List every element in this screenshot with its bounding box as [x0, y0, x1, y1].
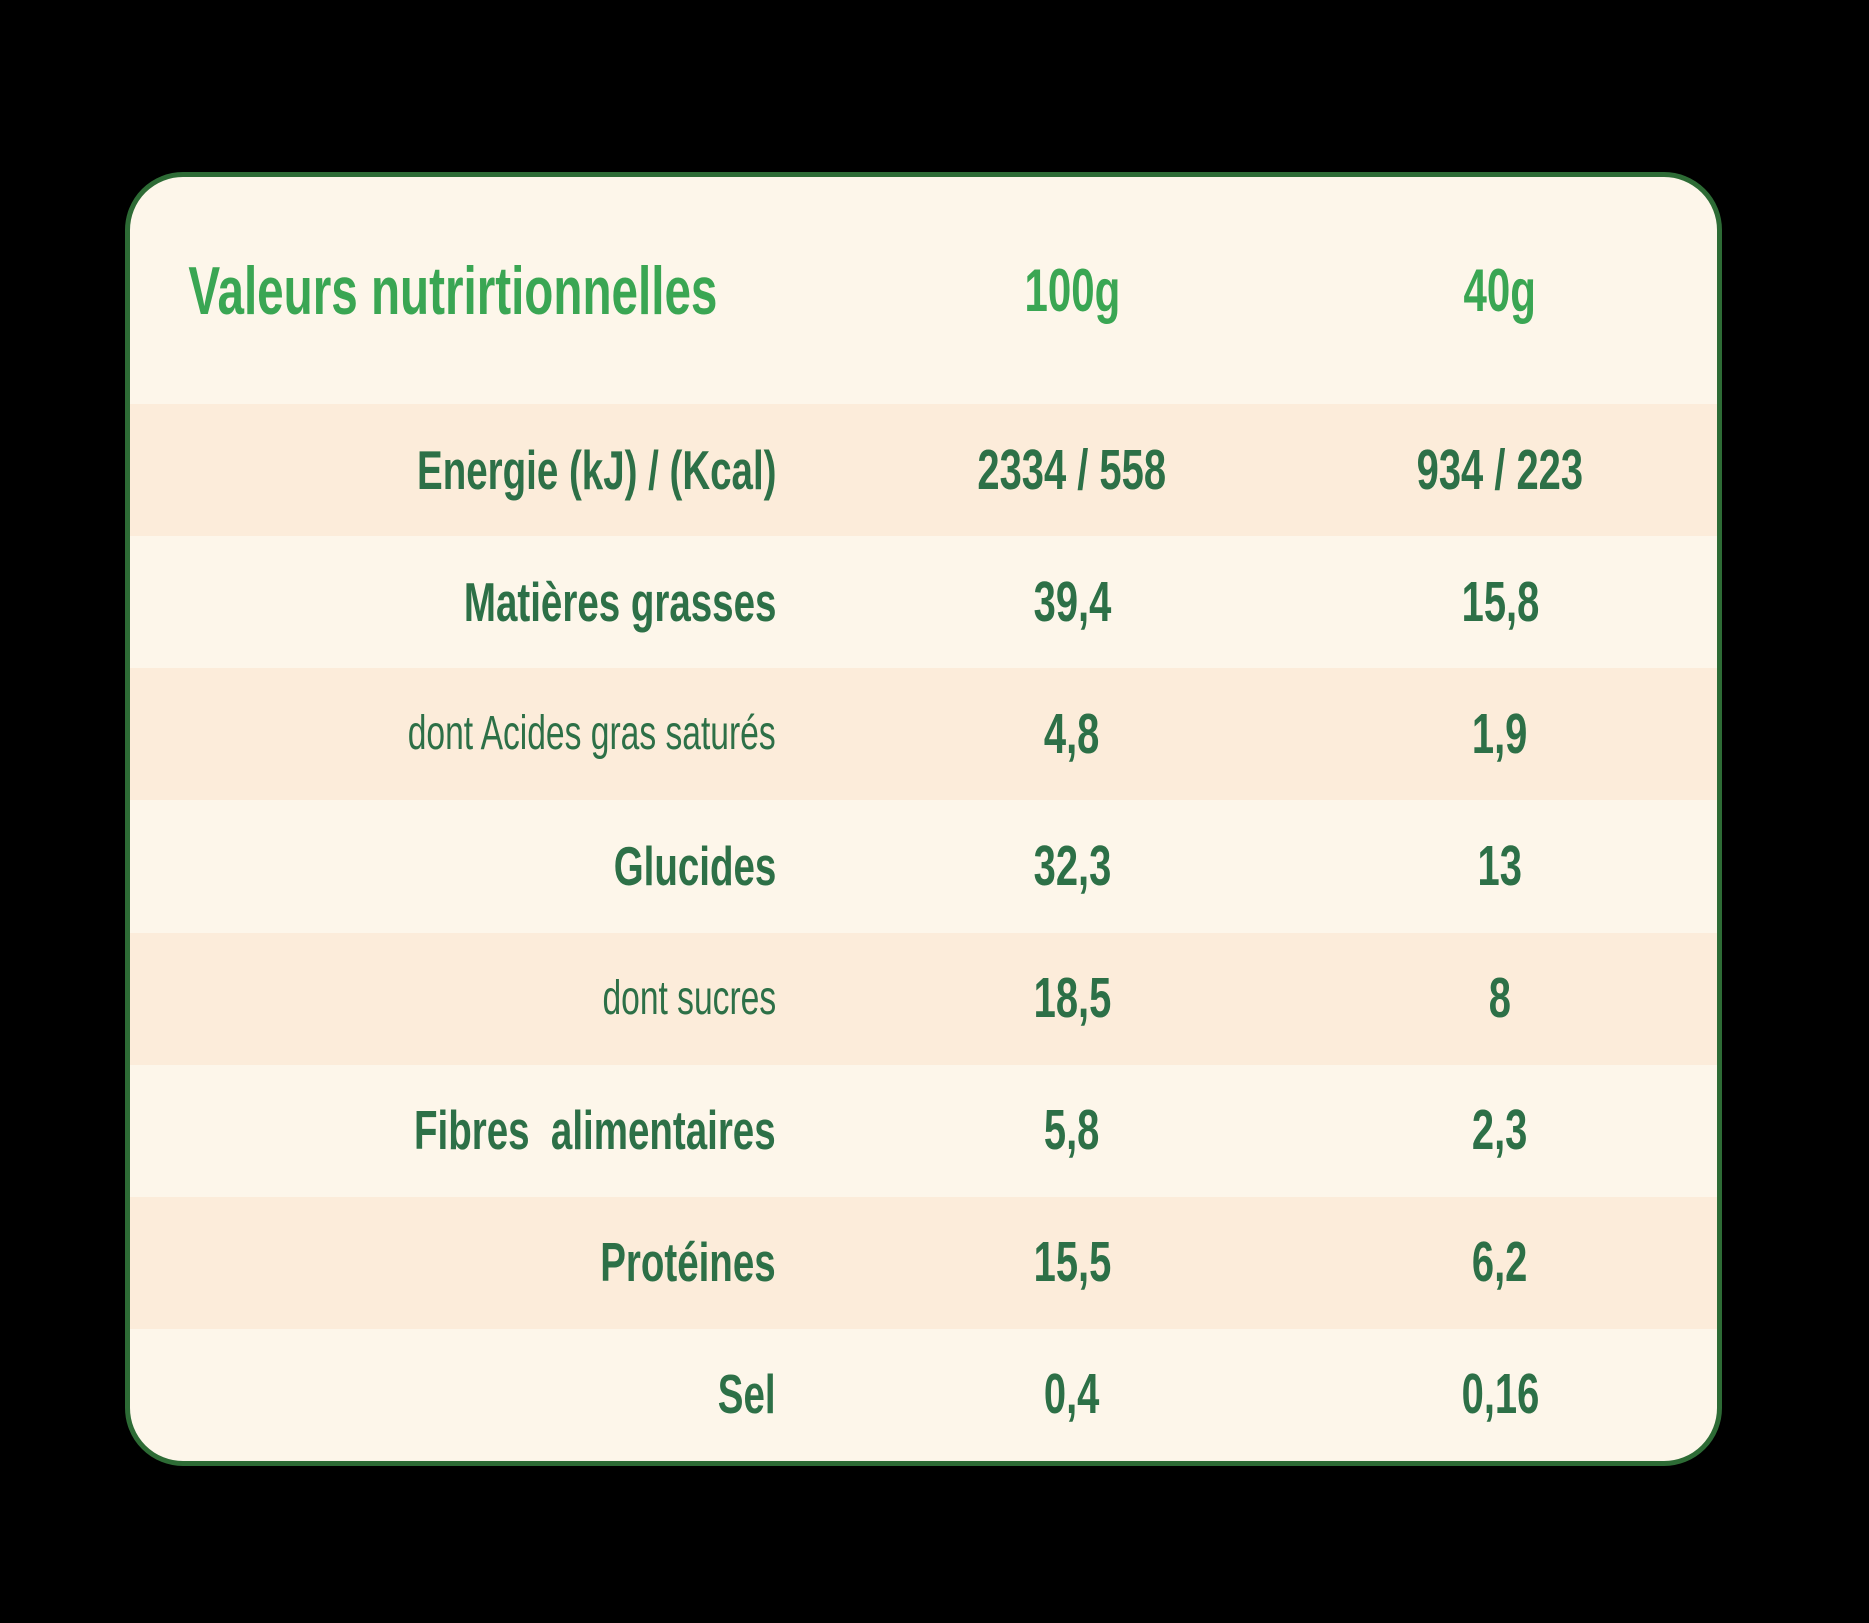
row-value-100g-cell: 5,8 — [776, 1065, 1368, 1197]
row-value-100g: 2334 / 558 — [977, 437, 1167, 502]
row-value-100g-cell: 4,8 — [776, 668, 1368, 800]
row-value-40g: 15,8 — [1461, 569, 1539, 634]
row-label: Protéines — [600, 1231, 776, 1294]
table-row: Fibres alimentaires 5,8 2,3 — [130, 1065, 1717, 1197]
column-header-40g-cell: 40g — [1368, 177, 1632, 404]
table-header-row: Valeurs nutrirtionnelles 100g 40g — [130, 177, 1717, 404]
row-label: dont Acides gras saturés — [408, 707, 776, 761]
row-value-100g-cell: 15,5 — [776, 1197, 1368, 1329]
table-body: Energie (kJ) / (Kcal) 2334 / 558 934 / 2… — [130, 404, 1717, 1461]
column-header-100g-cell: 100g — [776, 177, 1368, 404]
row-value-100g: 0,4 — [1044, 1362, 1100, 1427]
row-label-cell: Protéines — [130, 1197, 776, 1329]
row-value-100g: 4,8 — [1044, 701, 1100, 766]
row-label-cell: Energie (kJ) / (Kcal) — [130, 404, 776, 536]
row-value-40g: 6,2 — [1472, 1230, 1528, 1295]
row-value-40g-cell: 8 — [1368, 933, 1632, 1065]
row-label-cell: Matières grasses — [130, 536, 776, 668]
row-label: Glucides — [613, 834, 776, 897]
row-value-40g: 2,3 — [1472, 1098, 1528, 1163]
row-value-100g-cell: 39,4 — [776, 536, 1368, 668]
table-title-cell: Valeurs nutrirtionnelles — [130, 177, 776, 404]
row-value-100g: 5,8 — [1044, 1098, 1100, 1163]
row-label: Energie (kJ) / (Kcal) — [416, 438, 776, 501]
row-value-40g: 1,9 — [1472, 701, 1528, 766]
row-label: dont sucres — [602, 971, 776, 1025]
nutrition-facts-card: Valeurs nutrirtionnelles 100g 40g Energi… — [125, 172, 1722, 1466]
table-row: Matières grasses 39,4 15,8 — [130, 536, 1717, 668]
table-row: Sel 0,4 0,16 — [130, 1329, 1717, 1461]
row-label: Matières grasses — [463, 570, 776, 633]
row-value-40g-cell: 2,3 — [1368, 1065, 1632, 1197]
row-value-100g: 18,5 — [1033, 966, 1111, 1031]
row-value-40g-cell: 934 / 223 — [1368, 404, 1632, 536]
row-value-40g-cell: 13 — [1368, 800, 1632, 932]
row-value-40g-cell: 1,9 — [1368, 668, 1632, 800]
row-value-100g: 39,4 — [1033, 569, 1111, 634]
row-label: Sel — [718, 1363, 776, 1426]
row-value-100g: 15,5 — [1033, 1230, 1111, 1295]
row-value-40g: 8 — [1488, 966, 1512, 1031]
row-value-40g-cell: 0,16 — [1368, 1329, 1632, 1461]
row-value-40g-cell: 6,2 — [1368, 1197, 1632, 1329]
column-header-100g: 100g — [1024, 256, 1120, 324]
row-label-cell: dont Acides gras saturés — [130, 668, 776, 800]
table-row: Energie (kJ) / (Kcal) 2334 / 558 934 / 2… — [130, 404, 1717, 537]
row-value-100g-cell: 0,4 — [776, 1329, 1368, 1461]
row-value-40g: 934 / 223 — [1416, 437, 1584, 502]
row-label: Fibres alimentaires — [414, 1099, 776, 1162]
page-title: Valeurs nutrirtionnelles — [188, 252, 718, 329]
row-value-40g: 0,16 — [1461, 1362, 1539, 1427]
row-label-cell: Glucides — [130, 800, 776, 932]
table-row: Glucides 32,3 13 — [130, 800, 1717, 932]
table-row: dont Acides gras saturés 4,8 1,9 — [130, 668, 1717, 801]
column-header-40g: 40g — [1463, 256, 1537, 324]
row-label-cell: Fibres alimentaires — [130, 1065, 776, 1197]
row-value-100g-cell: 18,5 — [776, 933, 1368, 1065]
table-row: Protéines 15,5 6,2 — [130, 1196, 1717, 1329]
row-label-cell: Sel — [130, 1329, 776, 1461]
table-row: dont sucres 18,5 8 — [130, 932, 1717, 1065]
row-label-cell: dont sucres — [130, 933, 776, 1065]
row-value-100g: 32,3 — [1033, 833, 1111, 898]
row-value-100g-cell: 32,3 — [776, 800, 1368, 932]
row-value-40g: 13 — [1477, 833, 1523, 898]
row-value-100g-cell: 2334 / 558 — [776, 404, 1368, 536]
row-value-40g-cell: 15,8 — [1368, 536, 1632, 668]
